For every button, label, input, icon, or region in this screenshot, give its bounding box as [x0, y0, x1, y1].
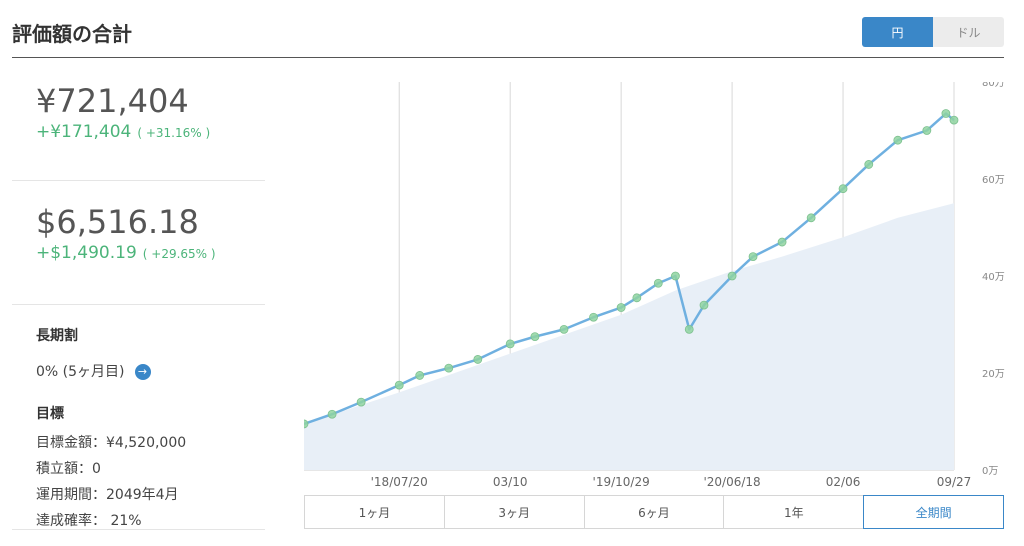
- valuation-point-1: [327, 409, 337, 419]
- valuation-point-5: [444, 363, 454, 373]
- jpy-summary: ¥721,404 +¥171,404 ( +31.16% ): [12, 58, 265, 181]
- valuation-point-25: [941, 109, 951, 118]
- valuation-point-24: [922, 126, 932, 135]
- valuation-point-12: [632, 293, 642, 303]
- valuation-chart: 0万 20万 40万 60万 80万 '18/07/20 03/10 '19/10/29 '20…: [299, 78, 1020, 492]
- currency-toggle: 円 ドル: [862, 17, 1004, 47]
- invested-area: [304, 203, 954, 470]
- valuation-point-9: [559, 324, 569, 334]
- valuation-point-21: [838, 184, 848, 194]
- jpy-gain-value: +¥171,404: [36, 122, 132, 142]
- goal-amount: 目標金額：¥4,520,000: [36, 435, 187, 451]
- valuation-point-14: [671, 271, 680, 281]
- period-3m-button[interactable]: 3ヶ月: [444, 496, 585, 528]
- y-tick-label-3: 60万: [982, 175, 1005, 186]
- goal-period: 運用期間：2049年4月: [36, 487, 179, 503]
- arrow-right-icon[interactable]: →: [134, 364, 151, 380]
- y-tick-label-0: 0万: [982, 466, 998, 477]
- valuation-point-17: [727, 271, 737, 281]
- x-tick-label-2: '19/10/29: [593, 475, 650, 489]
- long-term-label: 長期割: [36, 328, 78, 344]
- y-tick-label-2: 40万: [982, 272, 1005, 283]
- summary-panel: ¥721,404 +¥171,404 ( +31.16% ) $6,516.18 …: [12, 58, 265, 530]
- valuation-point-16: [699, 300, 709, 310]
- valuation-point-11: [616, 303, 626, 312]
- valuation-point-2: [356, 397, 366, 407]
- usd-amount: $6,516.18: [36, 203, 199, 241]
- jpy-gain: +¥171,404 ( +31.16% ): [36, 122, 265, 142]
- usd-gain: +$1,490.19 ( +29.65% ): [36, 243, 265, 263]
- usd-gain-value: +$1,490.19: [36, 243, 137, 263]
- period-1y-button[interactable]: 1年: [724, 496, 865, 528]
- goal-probability: 達成確率： 21%: [36, 513, 142, 529]
- currency-jpy-button[interactable]: 円: [862, 17, 933, 47]
- long-term-value: 0% (5ヶ月目): [36, 364, 125, 380]
- usd-gain-pct: ( +29.65% ): [142, 247, 216, 261]
- x-tick-label-5: 09/27: [937, 475, 972, 489]
- valuation-point-8: [530, 332, 540, 342]
- valuation-point-13: [653, 278, 663, 288]
- valuation-point-6: [473, 355, 483, 364]
- valuation-point-7: [505, 339, 515, 349]
- valuation-point-3: [394, 380, 404, 390]
- y-tick-label-1: 20万: [982, 369, 1005, 380]
- y-tick-label-4: 80万: [982, 82, 1005, 89]
- period-6m-button[interactable]: 6ヶ月: [584, 496, 725, 528]
- valuation-point-26: [949, 115, 959, 125]
- plan-info: 長期割 0% (5ヶ月目) → 目標 目標金額：¥4,520,000 積立額：0 …: [12, 305, 265, 530]
- x-tick-label-4: 02/06: [826, 475, 861, 489]
- valuation-point-18: [748, 252, 758, 262]
- valuation-point-10: [589, 312, 598, 322]
- page-title: 評価額の合計: [12, 22, 132, 46]
- valuation-point-22: [864, 160, 874, 169]
- period-all-button[interactable]: 全期間: [863, 495, 1004, 529]
- period-1m-button[interactable]: 1ヶ月: [305, 496, 445, 528]
- period-selector: 1ヶ月 3ヶ月 6ヶ月 1年 全期間: [304, 495, 1004, 529]
- valuation-point-4: [415, 371, 425, 380]
- x-tick-label-1: 03/10: [493, 475, 528, 489]
- valuation-point-19: [777, 237, 787, 247]
- usd-summary: $6,516.18 +$1,490.19 ( +29.65% ): [12, 181, 265, 305]
- x-tick-label-3: '20/06/18: [703, 475, 760, 489]
- valuation-point-20: [806, 213, 816, 223]
- jpy-gain-pct: ( +31.16% ): [137, 126, 211, 140]
- jpy-amount: ¥721,404: [36, 82, 189, 120]
- goal-contribution: 積立額：0: [36, 461, 101, 477]
- goal-label: 目標: [36, 406, 64, 422]
- header-divider: [12, 57, 1004, 58]
- chart-svg: 0万 20万 40万 60万 80万 '18/07/20 03/10 '19/10/29 '20…: [299, 78, 1005, 489]
- long-term-row: 0% (5ヶ月目) →: [36, 361, 265, 381]
- valuation-point-15: [684, 324, 694, 334]
- currency-usd-button[interactable]: ドル: [933, 17, 1004, 47]
- x-tick-label-0: '18/07/20: [371, 475, 428, 489]
- valuation-point-23: [893, 135, 903, 145]
